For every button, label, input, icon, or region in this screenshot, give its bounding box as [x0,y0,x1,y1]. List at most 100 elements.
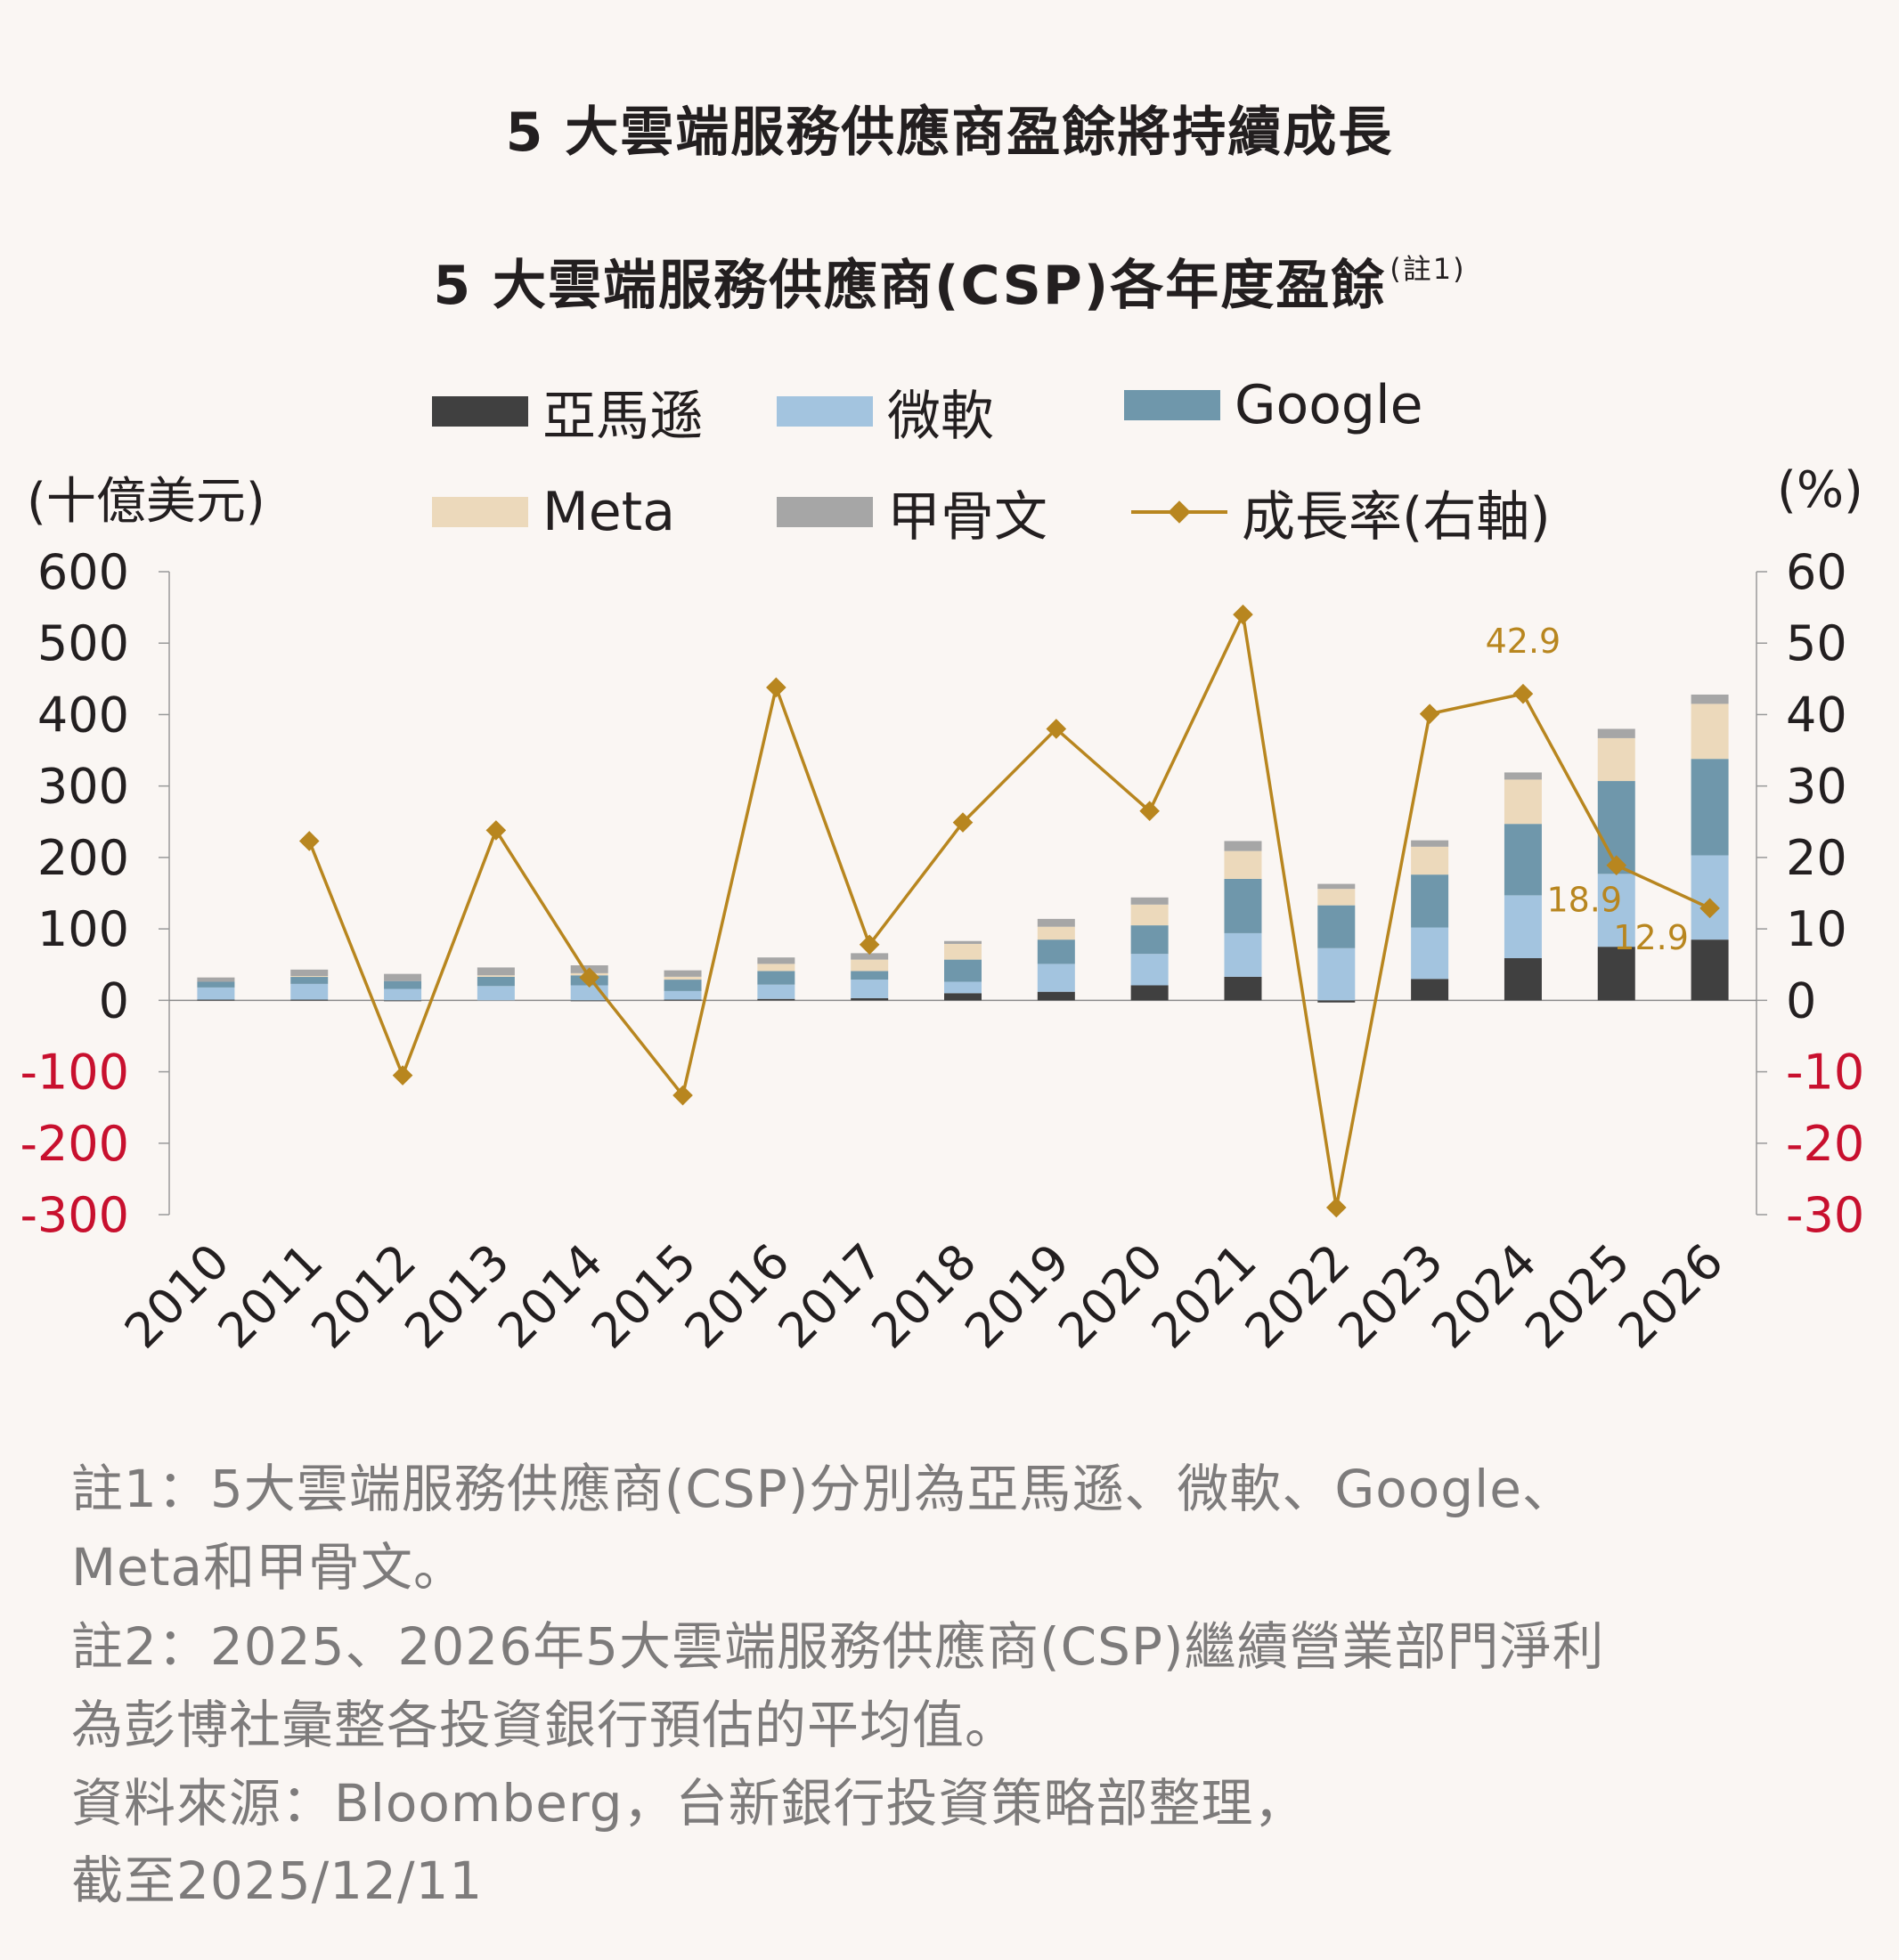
bar-segment-amazon [664,999,702,1001]
bar-segment-google [1037,939,1075,964]
right-tick-label: 50 [1786,615,1847,671]
bar-segment-meta [851,959,889,972]
bar-segment-google [851,971,889,980]
bar-segment-microsoft [384,988,422,1001]
bar-segment-amazon [1597,947,1635,1001]
bar-segment-amazon [1037,991,1075,1001]
left-tick-label: -300 [20,1187,129,1243]
growth-marker [1139,801,1160,822]
chart-area: 6005004003002001000-100-200-300605040302… [20,544,1864,1360]
legend-item-google: Google [1124,374,1423,436]
bar-segment-amazon [1411,979,1449,1001]
left-tick-label: 300 [37,759,129,815]
bar-segment-oracle [1597,728,1635,738]
bar-segment-amazon [290,999,329,1001]
bar-segment-microsoft [1504,895,1542,959]
note-line-3: 註2：2025、2026年5大雲端服務供應商(CSP)繼續營業部門淨利 [71,1616,1605,1677]
chart-title-text: 5 大雲端服務供應商(CSP)各年度盈餘 [433,255,1387,317]
bar-segment-meta [1037,926,1075,940]
bar-segment-google [1224,878,1262,933]
right-tick-label: 30 [1786,759,1847,815]
x-tick-label: 2019 [954,1233,1080,1360]
growth-marker [672,1085,693,1106]
legend-swatch-microsoft [777,396,873,427]
x-tick-label: 2020 [1047,1233,1174,1360]
legend-item-amazon: 亞馬遜 [432,385,703,448]
bar-segment-oracle [757,957,795,964]
legend-item-meta: Meta [432,481,675,543]
chart-title-note: (註1) [1390,252,1466,286]
bar-segment-google [944,959,982,982]
note-line-6: 截至2025/12/11 [71,1850,484,1911]
bar-segment-amazon [384,1000,422,1002]
bar-segment-meta [1317,889,1356,906]
growth-marker [1419,703,1440,724]
legend-label-meta: Meta [542,481,675,543]
bar-segment-microsoft [290,983,329,1000]
growth-data-label: 12.9 [1613,918,1689,957]
bar-segment-google [290,976,329,984]
legend-item-microsoft: 微軟 [777,385,994,448]
bar-segment-google [1317,905,1356,948]
bar-segment-microsoft [1317,947,1356,1001]
left-tick-label: 200 [37,830,129,886]
page-title: 5 大雲端服務供應商盈餘將持續成長 [505,102,1394,164]
bar-segment-google [1504,824,1542,896]
bar-segment-amazon [197,999,235,1001]
left-tick-label: 100 [37,901,129,957]
bar-segment-amazon [1691,939,1729,1001]
right-tick-label: -10 [1786,1045,1864,1101]
bar-segment-oracle [1504,772,1542,780]
left-tick-label: -100 [20,1045,129,1101]
left-tick-label: -200 [20,1116,129,1172]
x-tick-label: 2024 [1421,1233,1547,1360]
bar-segment-oracle [1411,840,1449,847]
note-line-2: Meta和甲骨文。 [71,1537,467,1598]
x-tick-label: 2014 [487,1233,614,1360]
bar-segment-oracle [1691,694,1729,704]
bar-segment-microsoft [1224,932,1262,977]
bar-segment-meta [1411,846,1449,875]
bar-segment-google [1691,759,1729,856]
bar-segment-meta [290,976,329,978]
bar-segment-microsoft [1691,855,1729,940]
legend-swatch-meta [432,497,528,527]
x-tick-label: 2022 [1235,1233,1361,1360]
bar-segment-meta [664,976,702,980]
legend-swatch-growth [1131,500,1227,524]
left-tick-label: 400 [37,687,129,743]
left-axis-unit: (十億美元) [27,473,265,531]
right-tick-label: 20 [1786,830,1847,886]
bar-segment-google [384,980,422,989]
bar-segment-meta [1691,703,1729,760]
bar-segment-amazon [1317,1000,1356,1003]
growth-marker [392,1065,413,1086]
bar-segment-microsoft [1597,874,1635,947]
x-tick-label: 2026 [1608,1233,1734,1360]
note-line-5: 資料來源：Bloomberg，台新銀行投資策略部整理， [71,1773,1307,1834]
chart-title: 5 大雲端服務供應商(CSP)各年度盈餘 (註1) [0,242,1899,320]
bar-segment-google [477,976,515,987]
bar-segment-meta [757,964,795,972]
growth-marker [766,677,786,698]
bar-segment-oracle [664,970,702,977]
bar-segment-microsoft [664,990,702,1000]
growth-marker [1233,604,1253,625]
bar-segment-amazon [757,998,795,1001]
bar-segment-microsoft [1130,954,1169,986]
bar-segment-microsoft [851,980,889,998]
growth-marker [952,812,974,833]
growth-marker [1606,855,1627,876]
bar-segment-oracle [1130,897,1169,905]
legend-label-growth: 成長率(右軸) [1242,485,1551,549]
growth-line [307,609,1711,1208]
legend-swatch-oracle [777,497,873,527]
right-tick-label: 10 [1786,901,1847,957]
x-tick-label: 2016 [674,1233,801,1360]
bar-segment-meta [1597,737,1635,782]
x-tick-label: 2018 [860,1233,987,1360]
bar-segment-google [757,971,795,985]
x-tick-label: 2021 [1141,1233,1267,1360]
bar-segment-meta [1224,850,1262,879]
bar-segment-amazon [1224,976,1262,1001]
